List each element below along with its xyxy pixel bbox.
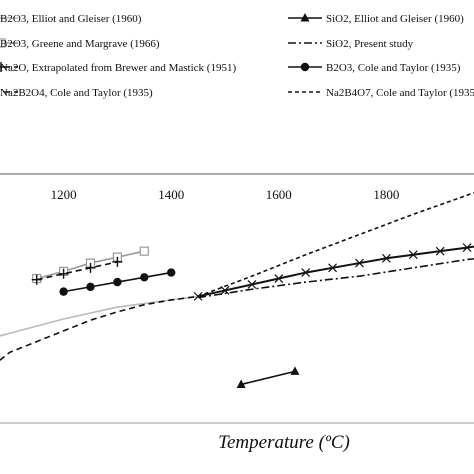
data-point: [462, 243, 472, 253]
legend-swatch-marker: [300, 13, 310, 22]
data-point: [290, 366, 300, 375]
x-axis-label: Temperature (ºC): [218, 432, 350, 453]
x-axis-ticks: 1200 1400 1600 1800: [51, 187, 400, 202]
data-point: [31, 274, 42, 285]
data-point: [167, 268, 176, 277]
legend-label: B2O3, Cole and Taylor (1935): [326, 62, 461, 74]
series-line-8: [197, 245, 474, 298]
data-point: [113, 277, 122, 287]
legend-swatch-marker: [0, 62, 6, 72]
series-line-5: [197, 258, 474, 299]
x-tick-label: 1800: [373, 187, 399, 202]
data-point: [381, 253, 391, 263]
series-line-2: [36, 261, 118, 281]
data-point: [112, 256, 123, 267]
legend-swatch-marker: [300, 62, 310, 72]
legend-item: B2O3, Greene and Margrave (1966): [0, 38, 160, 50]
series-line-3: [0, 295, 199, 362]
x-tick-label: 1600: [266, 187, 292, 202]
series-5: [197, 258, 474, 299]
legend-label: Na2B2O4, Cole and Taylor (1935): [0, 87, 153, 99]
series-line-7: [197, 191, 474, 298]
data-point: [274, 274, 284, 283]
data-point: [236, 379, 246, 388]
data-point: [220, 286, 230, 295]
data-point: [58, 268, 69, 279]
series-7: [197, 191, 474, 298]
series-2: [31, 256, 123, 285]
data-point: [355, 258, 364, 268]
series-line-0: [0, 295, 199, 337]
legend: B2O3, Elliot and Gleiser (1960) B2O3, Gre…: [0, 13, 474, 99]
legend-item: Na2B2O4, Cole and Taylor (1935): [0, 87, 153, 99]
x-tick-label: 1400: [158, 187, 184, 202]
series-line-4: [240, 370, 296, 386]
series-4: [236, 366, 300, 388]
legend-item: B2O3, Elliot and Gleiser (1960): [0, 13, 142, 25]
plot-area: [0, 191, 474, 388]
x-tick-label: 1200: [51, 187, 77, 202]
series-6: [59, 268, 176, 296]
legend-label: Na2B4O7, Cole and Taylor (1935): [326, 87, 474, 99]
series-8: [193, 243, 474, 301]
data-point: [301, 268, 311, 278]
legend-item: Na2B4O7, Cole and Taylor (1935): [288, 87, 474, 99]
data-point: [408, 250, 418, 260]
legend-label: Na2O, Extrapolated from Brewer and Masti…: [0, 62, 236, 74]
data-point: [59, 287, 68, 296]
legend-label: B2O3, Greene and Margrave (1966): [0, 38, 160, 50]
data-point: [193, 291, 203, 301]
legend-item: B2O3, Cole and Taylor (1935): [288, 62, 461, 74]
series-0: [0, 295, 199, 337]
data-point: [247, 280, 257, 289]
legend-swatch-marker: [0, 38, 6, 48]
legend-label: SiO2, Present study: [326, 38, 414, 50]
series-3: [0, 295, 199, 362]
legend-item: Na2O, Extrapolated from Brewer and Masti…: [0, 62, 236, 74]
legend-item: SiO2, Elliot and Gleiser (1960): [288, 13, 464, 25]
legend-label: SiO2, Elliot and Gleiser (1960): [326, 13, 464, 25]
legend-item: SiO2, Present study: [288, 38, 414, 50]
data-point: [140, 273, 149, 282]
data-point: [139, 246, 149, 256]
data-point: [435, 246, 445, 256]
legend-label: B2O3, Elliot and Gleiser (1960): [0, 13, 142, 25]
data-point: [328, 263, 338, 273]
data-point: [86, 282, 95, 292]
data-point: [85, 262, 96, 273]
